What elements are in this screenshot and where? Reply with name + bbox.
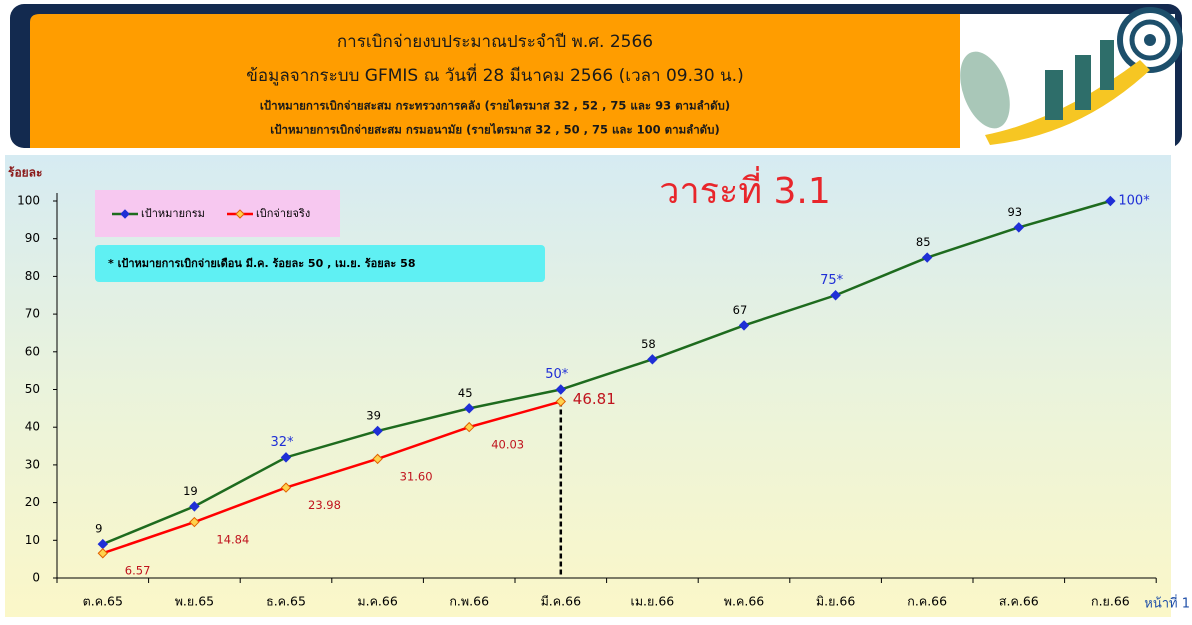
data-label: 19 [183, 484, 198, 498]
header-subtitle: ข้อมูลจากระบบ GFMIS ณ วันที่ 28 มีนาคม 2… [246, 63, 743, 86]
y-tick-label: 80 [25, 269, 40, 283]
data-label: 31.60 [400, 469, 433, 483]
x-tick-label: ม.ค.66 [357, 594, 398, 609]
x-tick-label: ก.ค.66 [907, 594, 947, 609]
y-tick-label: 90 [25, 231, 40, 245]
x-tick-label: ก.พ.66 [449, 594, 489, 609]
x-tick-label: ต.ค.65 [83, 594, 123, 609]
data-label: 58 [641, 337, 656, 351]
data-label: 50* [545, 367, 569, 382]
legend-label: เป้าหมายกรม [141, 207, 205, 220]
y-tick-label: 100 [17, 194, 40, 208]
x-tick-label: ก.ย.66 [1091, 594, 1130, 609]
data-label: 6.57 [125, 564, 151, 578]
annotation: * เป้าหมายการเบิกจ่ายเดือน มี.ค. ร้อยละ … [108, 257, 415, 270]
x-tick-label: มิ.ย.66 [816, 594, 855, 609]
header-note: เป้าหมายการเบิกจ่ายสะสม กระทรวงการคลัง (… [260, 99, 730, 113]
data-label: 46.81 [573, 390, 616, 408]
header-note: เป้าหมายการเบิกจ่ายสะสม กรมอนามัย (รายไต… [270, 123, 719, 137]
y-tick-label: 10 [25, 533, 40, 547]
data-label: 93 [1007, 205, 1022, 219]
legend-label: เบิกจ่ายจริง [256, 207, 310, 220]
x-tick-label: ส.ค.66 [999, 594, 1039, 609]
data-label: 32* [270, 435, 294, 450]
y-tick-label: 40 [25, 420, 40, 434]
page: {"header": { "title": "การเบิกจ่ายงบประม… [0, 0, 1192, 621]
data-label: 39 [366, 408, 381, 422]
y-tick-label: 20 [25, 495, 40, 509]
header-title: การเบิกจ่ายงบประมาณประจำปี พ.ศ. 2566 [337, 32, 653, 52]
y-tick-label: 30 [25, 457, 40, 471]
chart-title: วาระที่ 3.1 [659, 166, 831, 212]
data-label: 45 [458, 386, 473, 400]
chart: การเบิกจ่ายงบประมาณประจำปี พ.ศ. 2566 ข้อ… [0, 0, 1192, 621]
y-tick-label: 0 [32, 571, 40, 585]
data-label: 85 [916, 235, 931, 249]
x-tick-label: ธ.ค.65 [266, 594, 306, 609]
x-tick-label: เม.ย.66 [631, 594, 675, 609]
y-tick-label: 50 [25, 382, 40, 396]
x-tick-label: พ.ค.66 [724, 594, 765, 609]
data-label: 9 [95, 522, 102, 536]
y-axis-label: ร้อยละ [8, 166, 42, 180]
data-label: 67 [733, 303, 748, 317]
x-tick-label: พ.ย.65 [175, 594, 214, 609]
data-label: 40.03 [491, 438, 524, 452]
data-label: 23.98 [308, 498, 341, 512]
x-tick-label: มี.ค.66 [541, 594, 582, 609]
y-tick-label: 70 [25, 307, 40, 321]
data-label: 75* [820, 273, 844, 288]
data-label: 100* [1118, 194, 1150, 209]
y-tick-label: 60 [25, 344, 40, 358]
page-label: หน้าที่ 1 [1144, 595, 1190, 612]
data-label: 14.84 [216, 533, 249, 547]
